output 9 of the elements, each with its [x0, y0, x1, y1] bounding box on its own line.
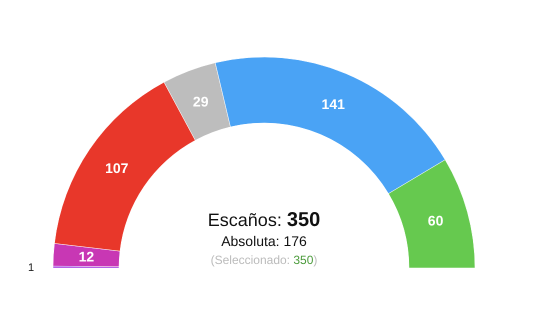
data-label: 107 [105, 160, 129, 176]
data-label: 60 [428, 212, 444, 229]
text: Escaños: 350 [208, 209, 320, 231]
data-label: 12 [78, 248, 94, 265]
data-label: 141 [322, 96, 346, 112]
data-label: 29 [192, 94, 209, 110]
text: (Seleccionado: 350) [210, 253, 318, 267]
text: Absoluta: 176 [221, 233, 308, 249]
data-label: 1 [28, 262, 34, 274]
